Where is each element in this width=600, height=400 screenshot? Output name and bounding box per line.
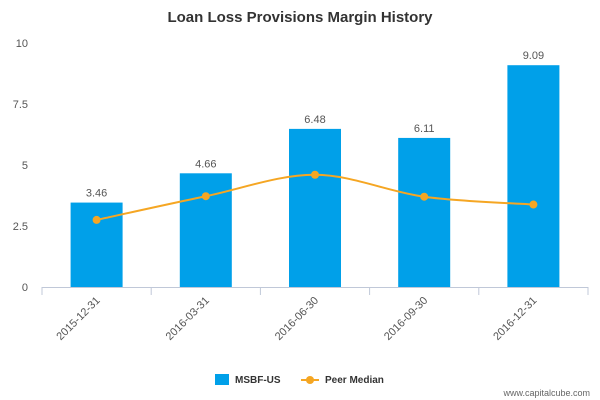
line-series (92, 170, 538, 224)
bar-data-label: 4.66 (195, 158, 216, 170)
bar-data-label: 3.46 (86, 188, 107, 200)
y-tick-label: 5 (22, 160, 28, 172)
peer-median-point[interactable] (529, 200, 538, 209)
x-tick-label: 2016-09-30 (382, 295, 430, 343)
peer-median-point[interactable] (92, 215, 101, 224)
peer-median-point[interactable] (420, 192, 429, 201)
bar[interactable] (507, 65, 560, 287)
x-tick-label: 2015-12-31 (54, 295, 102, 343)
y-axis: 0 2.5 5 7.5 10 (13, 38, 28, 294)
x-axis: 2015-12-31 2016-03-31 2016-06-30 2016-09-30… (41, 287, 589, 343)
x-tick-label: 2016-06-30 (273, 295, 321, 343)
credit-text: www.capitalcube.com (502, 388, 590, 398)
x-tick-label: 2016-03-31 (164, 295, 212, 343)
bar[interactable] (398, 137, 451, 287)
legend-label-peer: Peer Median (325, 375, 384, 386)
legend-swatch-msbf (215, 374, 229, 385)
y-tick-label: 2.5 (13, 221, 28, 233)
y-tick-label: 0 (22, 282, 28, 294)
chart-title: Loan Loss Provisions Margin History (167, 9, 433, 26)
bar-data-label: 6.48 (304, 114, 325, 126)
y-tick-label: 10 (16, 38, 28, 50)
y-tick-label: 7.5 (13, 99, 28, 111)
bar-data-label: 6.11 (414, 123, 435, 135)
peer-median-point[interactable] (311, 170, 319, 179)
x-tick-label: 2016-12-31 (491, 295, 539, 343)
bar[interactable] (179, 173, 232, 287)
legend[interactable]: MSBF-US Peer Median (215, 374, 384, 386)
legend-label-msbf: MSBF-US (235, 375, 281, 386)
legend-swatch-peer-point (306, 376, 314, 384)
bar[interactable] (289, 128, 341, 287)
peer-median-point[interactable] (201, 192, 210, 201)
data-labels: 3.46 4.66 6.48 6.11 9.09 (86, 50, 544, 199)
bar-data-label: 9.09 (523, 50, 544, 62)
